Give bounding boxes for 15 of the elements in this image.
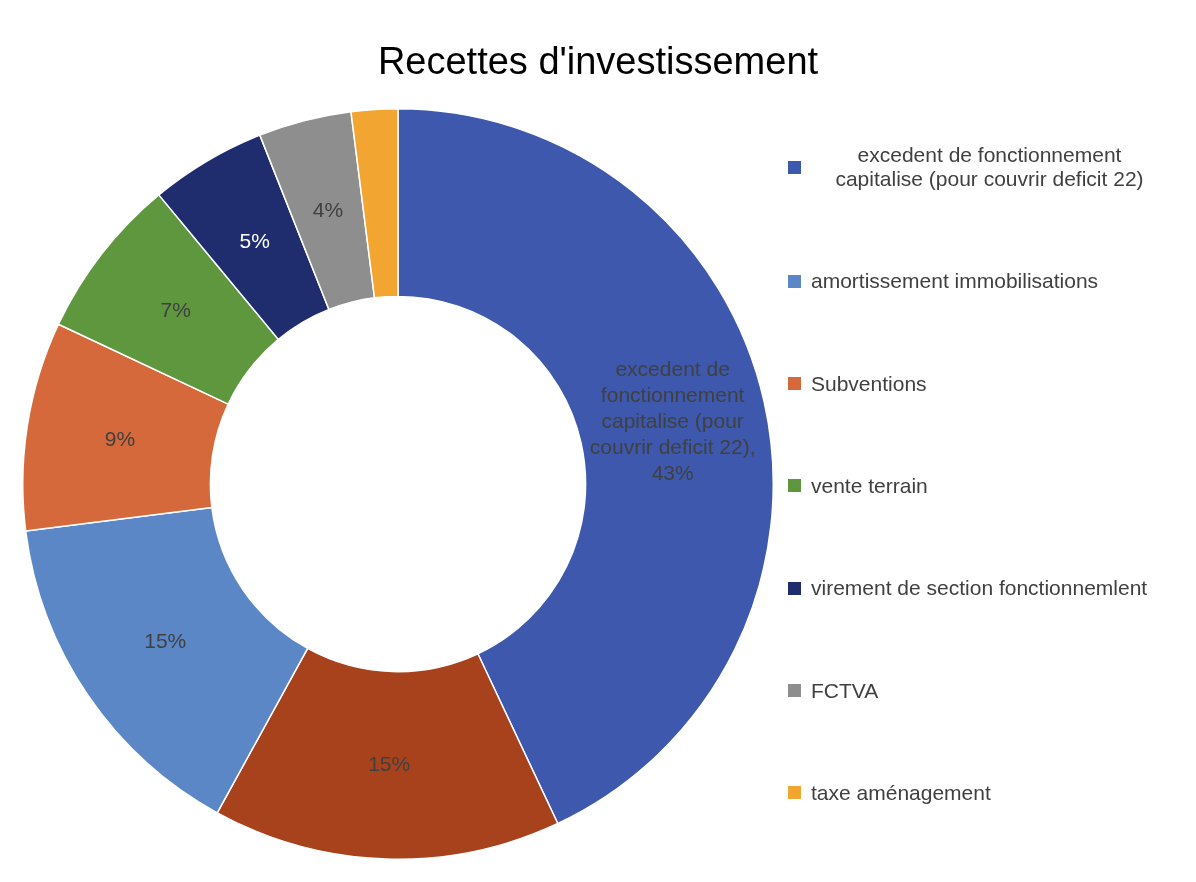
data-label: 9% xyxy=(104,426,136,450)
data-label: 4% xyxy=(312,198,344,222)
data-label: 15% xyxy=(144,628,187,652)
data-label: 7% xyxy=(160,298,191,322)
legend-label: FCTVA xyxy=(811,678,879,703)
data-label: 15% xyxy=(368,752,411,776)
slice-label: excedent de fonctionnement capitalise (pour couvrir deficit 22) xyxy=(834,143,1145,192)
legend-label: Subventions xyxy=(811,371,927,396)
legend-label: virement de section fonctionnemlent xyxy=(811,576,1148,601)
data-label: excedent de fonctionnement capitalise (pour couvrir deficit 22), 43% xyxy=(589,357,756,485)
chart-title: Recettes d'investissement xyxy=(376,39,820,84)
data-label: 5% xyxy=(239,228,270,252)
legend-label: vente terrain xyxy=(811,473,928,498)
legend-label: taxe aménagement xyxy=(811,780,991,805)
legend-label: amortissement immobilisations xyxy=(811,269,1099,294)
